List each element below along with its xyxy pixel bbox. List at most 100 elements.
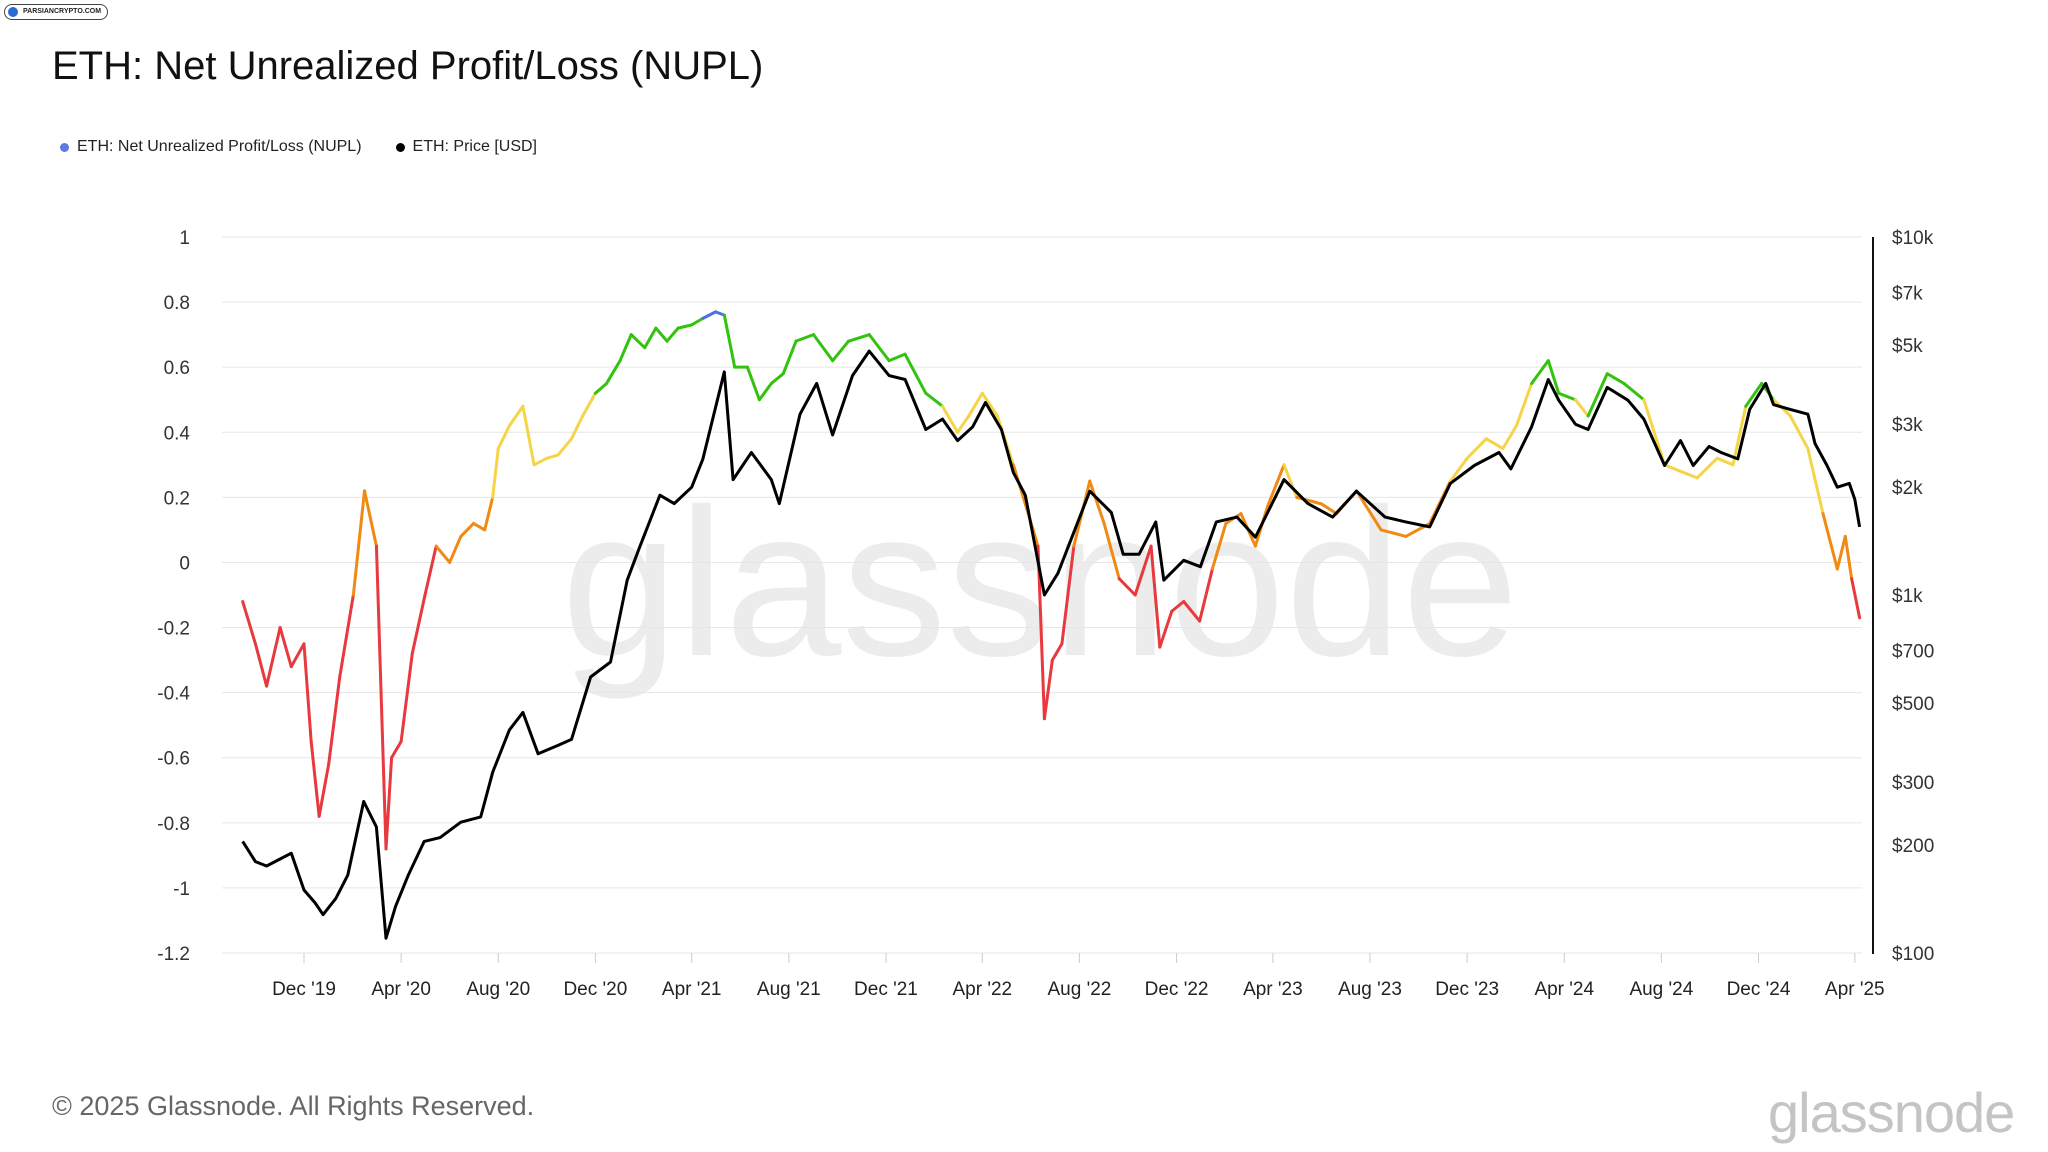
nupl-line-segment [1182,600,1202,623]
nupl-line-segment [1843,534,1854,581]
nupl-line-segment [374,544,388,851]
nupl-line-segment [690,316,705,327]
x-tick-label: Apr '21 [662,979,722,1000]
nupl-line-segment [1042,658,1054,721]
legend-item-price[interactable]: ETH: Price [USD] [395,138,537,156]
nupl-line-segment [496,424,511,451]
x-tick-label: Dec '19 [272,979,336,1000]
nupl-line-segment [351,489,367,597]
nupl-line-segment [289,642,306,669]
globe-icon [8,7,18,17]
y-right-tick-label: $700 [1892,641,1934,662]
x-tick-label: Apr '24 [1534,979,1594,1000]
nupl-line-segment [847,333,871,343]
legend-marker-price [395,142,405,152]
nupl-line-segment [556,437,573,457]
nupl-line-segment [1573,398,1590,418]
nupl-line-segment [722,313,737,369]
nupl-line-segment [1102,521,1121,581]
price-line [241,349,1862,940]
y-left-tick-label: 0 [179,553,190,574]
nupl-line-segment [521,404,536,467]
nupl-line-segment [714,310,726,317]
x-tick-label: Aug '21 [757,979,821,1000]
y-left-tick-label: 0.2 [164,488,190,509]
nupl-line-segment [1546,359,1561,395]
nupl-line-segment [1448,456,1469,483]
nupl-line-segment [956,414,971,434]
y-left-tick-label: -0.4 [157,684,190,705]
legend-marker-nupl [60,142,69,152]
nupl-line-segment [940,404,960,434]
nupl-line-segment [1514,381,1534,428]
nupl-line-segment [434,544,452,564]
nupl-line-segment [317,762,331,818]
y-left-tick-label: 0.6 [164,358,190,379]
nupl-line-segment [1501,424,1518,451]
x-tick-label: Aug '24 [1629,979,1693,1000]
x-tick-label: Aug '20 [466,979,530,1000]
nupl-line-segment [1806,447,1825,516]
nupl-line-segment [1354,489,1383,532]
nupl-line-segment [399,652,414,743]
x-tick-label: Apr '23 [1243,979,1303,1000]
nupl-line-segment [507,404,525,428]
nupl-line-segment [831,339,851,363]
nupl-line-segment [701,310,718,320]
nupl-line-segment [593,381,609,395]
nupl-line-segment [569,414,585,441]
y-right-tick-label: $300 [1892,773,1934,794]
nupl-line-segment [1379,528,1408,538]
nupl-line-segment [1695,456,1719,480]
nupl-line-segment [676,323,694,330]
nupl-line-segment [665,326,680,343]
x-tick-label: Dec '22 [1145,979,1209,1000]
nupl-line-segment [1060,544,1076,646]
nupl-line-segment [745,365,761,402]
nupl-line-segment [1715,456,1735,467]
nupl-line-segment [448,534,463,564]
nupl-line-segment [278,626,293,669]
y-left-tick-label: 0.4 [164,423,191,444]
nupl-line-segment [812,333,835,363]
y-left-tick-label: -0.6 [157,749,190,770]
y-right-tick-label: $500 [1892,694,1934,715]
nupl-line-segment [410,593,427,656]
nupl-line-segment [423,544,438,597]
legend-item-nupl[interactable]: ETH: Net Unrealized Profit/Loss (NUPL) [60,138,362,156]
x-tick-label: Apr '25 [1825,979,1885,1000]
nupl-line-segment [459,521,476,538]
nupl-line-segment [1835,534,1847,571]
nupl-line-segment [618,333,633,363]
nupl-line-segment [1622,381,1646,402]
nupl-line-segment [1605,372,1626,385]
nupl-line-segment [384,756,394,851]
nupl-line-segment [1149,544,1162,649]
source-badge-label: PARSIANCRYPTO.COM [23,8,102,15]
nupl-line-segment [1198,567,1214,623]
nupl-line-segment [781,339,798,376]
nupl-line-segment [794,333,816,343]
nupl-line-segment [1744,381,1764,408]
nupl-line-segment [757,381,773,402]
nupl-line-segment [327,674,342,766]
legend: ETH: Net Unrealized Profit/Loss (NUPL) E… [60,138,537,156]
y-right-tick-label: $100 [1892,944,1934,965]
nupl-line-segment [241,600,257,646]
glassnode-logo: glassnode [1768,1081,2015,1144]
nupl-line-segment [1265,463,1286,509]
nupl-line-segment [1530,359,1550,385]
nupl-line-segment [924,391,944,408]
nupl-line-segment [1465,437,1488,460]
x-tick-label: Dec '24 [1727,979,1791,1000]
nupl-line-segment [629,333,647,350]
nupl-line-segment [769,372,785,385]
nupl-line-segment [472,521,487,532]
nupl-line-segment [1133,544,1153,597]
copyright-notice: © 2025 Glassnode. All Rights Reserved. [52,1091,535,1121]
nupl-line-segment [1117,577,1137,597]
nupl-line-segment [605,359,622,385]
x-tick-label: Apr '22 [952,979,1012,1000]
nupl-line-segment [887,352,907,363]
